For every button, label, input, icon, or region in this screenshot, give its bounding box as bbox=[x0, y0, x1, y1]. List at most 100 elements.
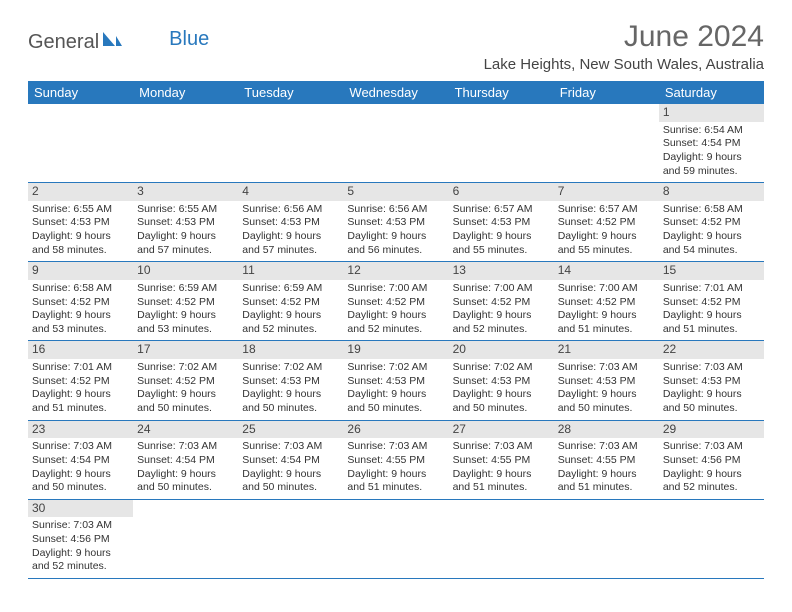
calendar-cell-empty bbox=[343, 104, 448, 183]
sunset-text: Sunset: 4:55 PM bbox=[347, 454, 444, 468]
calendar-body: 1Sunrise: 6:54 AMSunset: 4:54 PMDaylight… bbox=[28, 104, 764, 578]
daylight-text: and 52 minutes. bbox=[453, 323, 550, 337]
sunset-text: Sunset: 4:53 PM bbox=[453, 375, 550, 389]
daylight-text: and 53 minutes. bbox=[137, 323, 234, 337]
calendar-cell: 2Sunrise: 6:55 AMSunset: 4:53 PMDaylight… bbox=[28, 183, 133, 262]
day-number: 5 bbox=[343, 183, 448, 201]
sunset-text: Sunset: 4:53 PM bbox=[32, 216, 129, 230]
day-number: 26 bbox=[343, 421, 448, 439]
daylight-text: and 55 minutes. bbox=[558, 244, 655, 258]
daylight-text: and 50 minutes. bbox=[453, 402, 550, 416]
calendar-cell: 23Sunrise: 7:03 AMSunset: 4:54 PMDayligh… bbox=[28, 420, 133, 499]
daylight-text: Daylight: 9 hours bbox=[558, 230, 655, 244]
daylight-text: Daylight: 9 hours bbox=[137, 309, 234, 323]
weekday-header: Sunday bbox=[28, 81, 133, 104]
day-number: 12 bbox=[343, 262, 448, 280]
calendar-cell: 7Sunrise: 6:57 AMSunset: 4:52 PMDaylight… bbox=[554, 183, 659, 262]
sunset-text: Sunset: 4:54 PM bbox=[242, 454, 339, 468]
daylight-text: Daylight: 9 hours bbox=[137, 230, 234, 244]
sunrise-text: Sunrise: 7:03 AM bbox=[137, 440, 234, 454]
calendar-cell-empty bbox=[238, 499, 343, 578]
daylight-text: Daylight: 9 hours bbox=[347, 230, 444, 244]
calendar-cell: 22Sunrise: 7:03 AMSunset: 4:53 PMDayligh… bbox=[659, 341, 764, 420]
day-number: 2 bbox=[28, 183, 133, 201]
daylight-text: and 51 minutes. bbox=[558, 323, 655, 337]
calendar-cell: 25Sunrise: 7:03 AMSunset: 4:54 PMDayligh… bbox=[238, 420, 343, 499]
weekday-header: Friday bbox=[554, 81, 659, 104]
daylight-text: and 51 minutes. bbox=[453, 481, 550, 495]
sunrise-text: Sunrise: 6:56 AM bbox=[242, 203, 339, 217]
daylight-text: Daylight: 9 hours bbox=[242, 230, 339, 244]
daylight-text: and 51 minutes. bbox=[558, 481, 655, 495]
day-number: 21 bbox=[554, 341, 659, 359]
logo: General Blue bbox=[28, 30, 209, 54]
calendar-cell: 27Sunrise: 7:03 AMSunset: 4:55 PMDayligh… bbox=[449, 420, 554, 499]
sunset-text: Sunset: 4:52 PM bbox=[663, 296, 760, 310]
daylight-text: and 50 minutes. bbox=[558, 402, 655, 416]
daylight-text: and 52 minutes. bbox=[347, 323, 444, 337]
sunrise-text: Sunrise: 7:03 AM bbox=[32, 519, 129, 533]
sunset-text: Sunset: 4:53 PM bbox=[558, 375, 655, 389]
calendar-cell: 18Sunrise: 7:02 AMSunset: 4:53 PMDayligh… bbox=[238, 341, 343, 420]
sunset-text: Sunset: 4:52 PM bbox=[242, 296, 339, 310]
day-number: 25 bbox=[238, 421, 343, 439]
calendar-cell-empty bbox=[133, 499, 238, 578]
day-number: 8 bbox=[659, 183, 764, 201]
sunrise-text: Sunrise: 7:03 AM bbox=[242, 440, 339, 454]
daylight-text: and 51 minutes. bbox=[32, 402, 129, 416]
day-number: 4 bbox=[238, 183, 343, 201]
calendar-cell: 28Sunrise: 7:03 AMSunset: 4:55 PMDayligh… bbox=[554, 420, 659, 499]
daylight-text: and 56 minutes. bbox=[347, 244, 444, 258]
calendar-cell-empty bbox=[449, 499, 554, 578]
sunrise-text: Sunrise: 7:03 AM bbox=[558, 440, 655, 454]
calendar-row: 16Sunrise: 7:01 AMSunset: 4:52 PMDayligh… bbox=[28, 341, 764, 420]
day-number: 28 bbox=[554, 421, 659, 439]
calendar-cell-empty bbox=[28, 104, 133, 183]
day-number: 9 bbox=[28, 262, 133, 280]
day-number: 16 bbox=[28, 341, 133, 359]
calendar-cell: 1Sunrise: 6:54 AMSunset: 4:54 PMDaylight… bbox=[659, 104, 764, 183]
page-title: June 2024 bbox=[484, 20, 764, 54]
daylight-text: and 51 minutes. bbox=[663, 323, 760, 337]
sunrise-text: Sunrise: 6:55 AM bbox=[137, 203, 234, 217]
sunset-text: Sunset: 4:52 PM bbox=[137, 375, 234, 389]
daylight-text: Daylight: 9 hours bbox=[137, 468, 234, 482]
sunrise-text: Sunrise: 7:03 AM bbox=[347, 440, 444, 454]
daylight-text: and 52 minutes. bbox=[242, 323, 339, 337]
day-number: 17 bbox=[133, 341, 238, 359]
daylight-text: Daylight: 9 hours bbox=[453, 309, 550, 323]
calendar-cell-empty bbox=[343, 499, 448, 578]
logo-sail-icon bbox=[101, 30, 123, 54]
calendar-cell: 15Sunrise: 7:01 AMSunset: 4:52 PMDayligh… bbox=[659, 262, 764, 341]
day-number: 18 bbox=[238, 341, 343, 359]
calendar-cell: 8Sunrise: 6:58 AMSunset: 4:52 PMDaylight… bbox=[659, 183, 764, 262]
sunrise-text: Sunrise: 6:57 AM bbox=[558, 203, 655, 217]
sunrise-text: Sunrise: 7:03 AM bbox=[663, 440, 760, 454]
daylight-text: and 58 minutes. bbox=[32, 244, 129, 258]
daylight-text: Daylight: 9 hours bbox=[558, 468, 655, 482]
sunrise-text: Sunrise: 6:58 AM bbox=[663, 203, 760, 217]
daylight-text: Daylight: 9 hours bbox=[242, 468, 339, 482]
logo-text-blue: Blue bbox=[169, 28, 209, 51]
calendar-row: 23Sunrise: 7:03 AMSunset: 4:54 PMDayligh… bbox=[28, 420, 764, 499]
day-number: 22 bbox=[659, 341, 764, 359]
day-number: 24 bbox=[133, 421, 238, 439]
sunset-text: Sunset: 4:53 PM bbox=[242, 216, 339, 230]
day-number: 15 bbox=[659, 262, 764, 280]
daylight-text: and 50 minutes. bbox=[242, 481, 339, 495]
daylight-text: Daylight: 9 hours bbox=[32, 547, 129, 561]
sunset-text: Sunset: 4:53 PM bbox=[347, 216, 444, 230]
calendar-cell-empty bbox=[449, 104, 554, 183]
daylight-text: and 51 minutes. bbox=[347, 481, 444, 495]
daylight-text: Daylight: 9 hours bbox=[32, 230, 129, 244]
calendar-row: 30Sunrise: 7:03 AMSunset: 4:56 PMDayligh… bbox=[28, 499, 764, 578]
daylight-text: Daylight: 9 hours bbox=[32, 468, 129, 482]
sunset-text: Sunset: 4:54 PM bbox=[32, 454, 129, 468]
title-block: June 2024 Lake Heights, New South Wales,… bbox=[484, 20, 764, 73]
day-number: 19 bbox=[343, 341, 448, 359]
day-number: 29 bbox=[659, 421, 764, 439]
sunrise-text: Sunrise: 6:56 AM bbox=[347, 203, 444, 217]
daylight-text: Daylight: 9 hours bbox=[663, 230, 760, 244]
daylight-text: Daylight: 9 hours bbox=[453, 468, 550, 482]
daylight-text: Daylight: 9 hours bbox=[558, 388, 655, 402]
